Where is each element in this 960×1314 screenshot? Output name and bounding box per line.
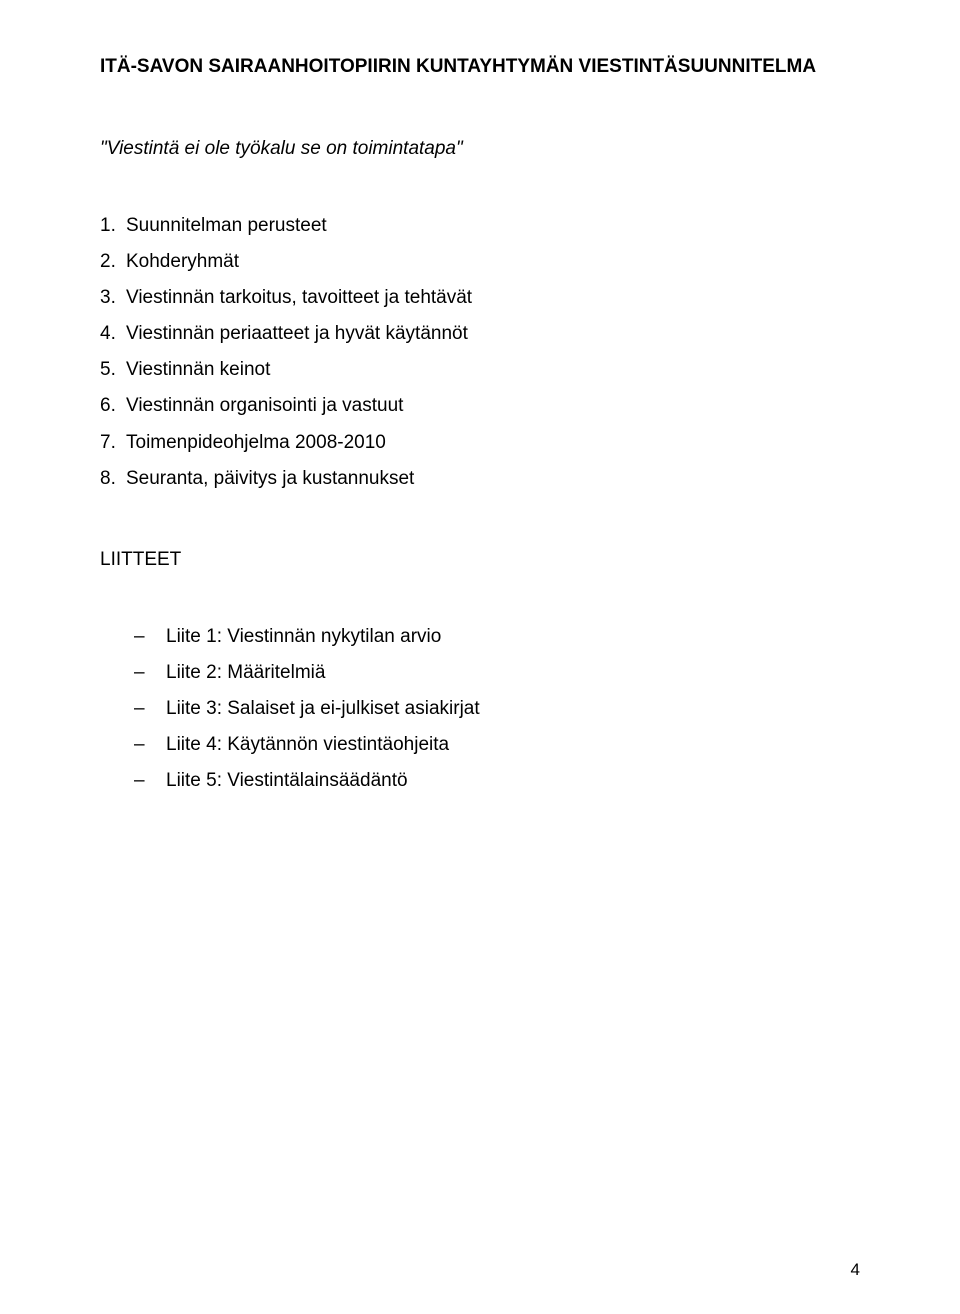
list-number: 3. <box>100 280 126 316</box>
dash-icon: – <box>134 763 166 799</box>
attachments-heading: LIITTEET <box>100 549 860 571</box>
page: ITÄ-SAVON SAIRAANHOITOPIIRIN KUNTAYHTYMÄ… <box>0 0 960 1314</box>
list-item: 4. Viestinnän periaatteet ja hyvät käytä… <box>100 316 860 352</box>
list-text: Viestinnän periaatteet ja hyvät käytännö… <box>126 316 468 352</box>
list-item: 3. Viestinnän tarkoitus, tavoitteet ja t… <box>100 280 860 316</box>
list-text: Viestinnän keinot <box>126 352 270 388</box>
list-number: 8. <box>100 461 126 497</box>
dash-icon: – <box>134 619 166 655</box>
list-text: Viestinnän tarkoitus, tavoitteet ja teht… <box>126 280 472 316</box>
attachments-list: – Liite 1: Viestinnän nykytilan arvio – … <box>100 619 860 799</box>
list-item: 6. Viestinnän organisointi ja vastuut <box>100 388 860 424</box>
list-item: 7. Toimenpideohjelma 2008-2010 <box>100 425 860 461</box>
list-item: 1. Suunnitelman perusteet <box>100 208 860 244</box>
dash-icon: – <box>134 691 166 727</box>
page-number: 4 <box>851 1260 860 1280</box>
subtitle-quote: "Viestintä ei ole työkalu se on toiminta… <box>100 138 860 160</box>
list-item: – Liite 3: Salaiset ja ei-julkiset asiak… <box>100 691 860 727</box>
numbered-list: 1. Suunnitelman perusteet 2. Kohderyhmät… <box>100 208 860 497</box>
list-text: Toimenpideohjelma 2008-2010 <box>126 425 386 461</box>
list-item: 2. Kohderyhmät <box>100 244 860 280</box>
list-number: 1. <box>100 208 126 244</box>
list-text: Suunnitelman perusteet <box>126 208 327 244</box>
list-number: 2. <box>100 244 126 280</box>
list-text: Kohderyhmät <box>126 244 239 280</box>
list-item: – Liite 2: Määritelmiä <box>100 655 860 691</box>
list-number: 5. <box>100 352 126 388</box>
list-item: 8. Seuranta, päivitys ja kustannukset <box>100 461 860 497</box>
list-number: 4. <box>100 316 126 352</box>
list-number: 6. <box>100 388 126 424</box>
list-text: Liite 5: Viestintälainsäädäntö <box>166 763 408 799</box>
list-text: Liite 3: Salaiset ja ei-julkiset asiakir… <box>166 691 480 727</box>
list-text: Liite 1: Viestinnän nykytilan arvio <box>166 619 441 655</box>
list-item: 5. Viestinnän keinot <box>100 352 860 388</box>
list-text: Liite 4: Käytännön viestintäohjeita <box>166 727 449 763</box>
list-text: Viestinnän organisointi ja vastuut <box>126 388 403 424</box>
dash-icon: – <box>134 655 166 691</box>
list-number: 7. <box>100 425 126 461</box>
dash-icon: – <box>134 727 166 763</box>
list-item: – Liite 4: Käytännön viestintäohjeita <box>100 727 860 763</box>
list-item: – Liite 5: Viestintälainsäädäntö <box>100 763 860 799</box>
list-text: Liite 2: Määritelmiä <box>166 655 325 691</box>
list-text: Seuranta, päivitys ja kustannukset <box>126 461 414 497</box>
document-title: ITÄ-SAVON SAIRAANHOITOPIIRIN KUNTAYHTYMÄ… <box>100 56 860 78</box>
list-item: – Liite 1: Viestinnän nykytilan arvio <box>100 619 860 655</box>
